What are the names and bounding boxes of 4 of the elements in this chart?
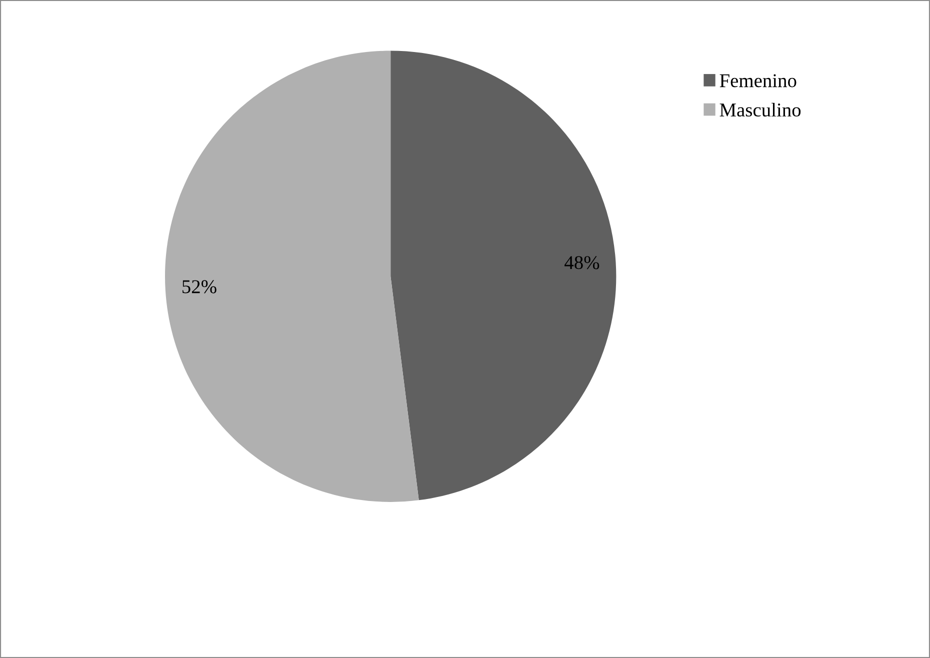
data-label: 52% xyxy=(182,280,216,294)
legend-label: Femenino xyxy=(720,74,796,88)
data-label: 48% xyxy=(564,256,600,270)
legend-label: Masculino xyxy=(720,102,801,117)
